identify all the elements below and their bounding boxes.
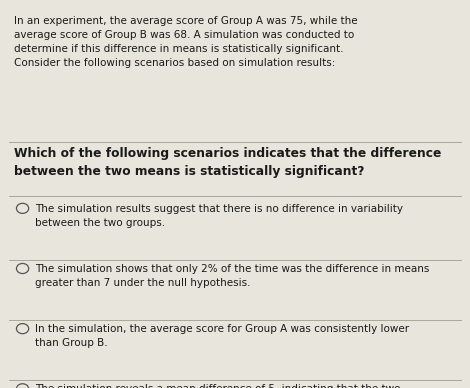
Text: The simulation reveals a mean difference of 5, indicating that the two
groups ar: The simulation reveals a mean difference… xyxy=(35,384,401,388)
Text: The simulation shows that only 2% of the time was the difference in means
greate: The simulation shows that only 2% of the… xyxy=(35,264,430,288)
Text: In the simulation, the average score for Group A was consistently lower
than Gro: In the simulation, the average score for… xyxy=(35,324,409,348)
Text: The simulation results suggest that there is no difference in variability
betwee: The simulation results suggest that ther… xyxy=(35,204,403,228)
Text: Which of the following scenarios indicates that the difference
between the two m: Which of the following scenarios indicat… xyxy=(14,147,441,178)
Text: In an experiment, the average score of Group A was 75, while the
average score o: In an experiment, the average score of G… xyxy=(14,16,358,68)
